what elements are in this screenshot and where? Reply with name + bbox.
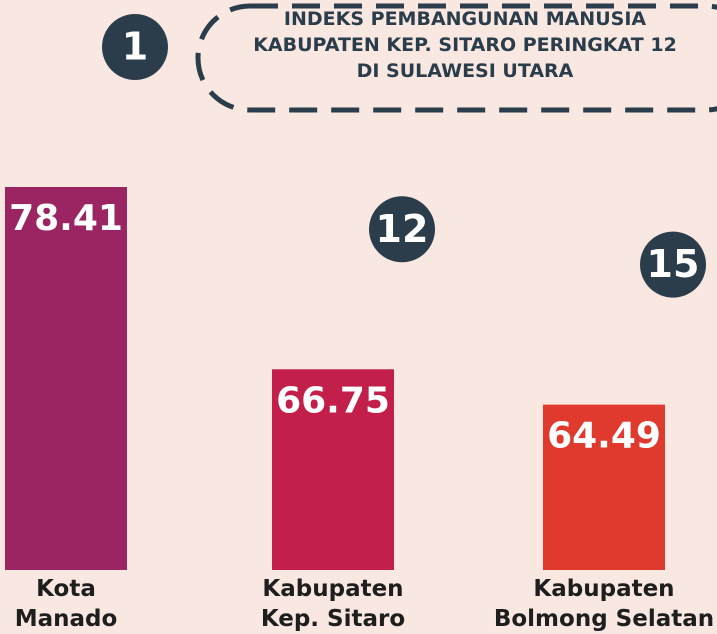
- chart-title: INDEKS PEMBANGUNAN MANUSIA KABUPATEN KEP…: [253, 8, 677, 82]
- category-label: Kabupaten Kep. Sitaro: [260, 576, 406, 632]
- category-label: Kota Manado: [14, 576, 118, 632]
- bar: [543, 404, 665, 570]
- rank-label: 15: [647, 242, 700, 286]
- value-label: 64.49: [547, 416, 661, 457]
- value-label: 66.75: [276, 380, 390, 421]
- category-label: Kabupaten Bolmong Selatan: [493, 576, 715, 632]
- rank-badge: [640, 231, 706, 298]
- rank-label: 12: [376, 207, 429, 251]
- bar: [5, 187, 127, 570]
- rank-label: 1: [122, 25, 148, 69]
- value-label: 78.41: [9, 198, 123, 239]
- bar: [272, 369, 394, 570]
- rank-badge: [102, 14, 168, 80]
- title-frame: [195, 3, 717, 113]
- rank-badge: [369, 196, 435, 263]
